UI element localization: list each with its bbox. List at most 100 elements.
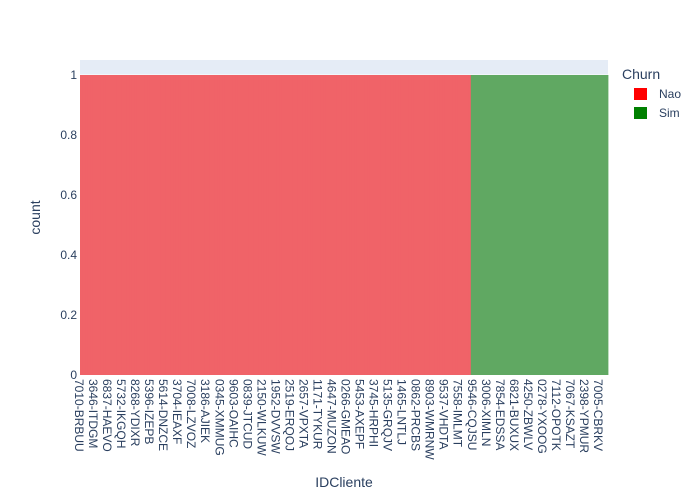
bar-sim — [553, 75, 557, 375]
bar-nao — [82, 75, 86, 375]
bar-nao — [364, 75, 368, 375]
bar-nao — [336, 75, 340, 375]
bar-nao — [250, 75, 254, 375]
x-tick-label: 0266-GMEAO — [339, 379, 353, 454]
bar-nao — [170, 75, 174, 375]
y-tick-label: 0.2 — [60, 308, 77, 322]
bar-nao — [256, 75, 259, 375]
bar-sim — [509, 75, 513, 375]
bar-nao — [157, 75, 161, 375]
bar-sim — [595, 75, 599, 375]
y-axis-title: count — [27, 200, 43, 234]
bar-nao — [124, 75, 127, 375]
bar-nao — [468, 75, 472, 375]
bar-nao — [382, 75, 386, 375]
bar-sim — [556, 75, 560, 375]
x-tick-label: 1952-DVVSW — [268, 379, 282, 454]
x-tick-label: 5453-AXEPF — [353, 379, 367, 449]
bar-sim — [605, 75, 609, 375]
bar-nao — [312, 75, 316, 375]
legend: Churn Nao Sim — [622, 66, 681, 120]
bar-nao — [235, 75, 239, 375]
y-tick-label: 0.6 — [60, 188, 77, 202]
bar-nao — [331, 75, 335, 375]
bar-nao — [162, 75, 166, 375]
bar-nao — [338, 75, 342, 375]
bar-nao — [328, 75, 332, 375]
bar-sim — [564, 75, 567, 375]
bar-sim — [566, 75, 570, 375]
bar-nao — [279, 75, 283, 375]
bar-sim — [488, 75, 492, 375]
bar-nao — [180, 75, 184, 375]
bar-sim — [576, 75, 580, 375]
bar-nao — [100, 75, 104, 375]
bar-nao — [439, 75, 443, 375]
bar-nao — [465, 75, 469, 375]
bar-nao — [315, 75, 319, 375]
bar-nao — [80, 75, 83, 375]
bar-nao — [206, 75, 210, 375]
bar-sim — [574, 75, 578, 375]
bar-nao — [113, 75, 117, 375]
bar-nao — [263, 75, 267, 375]
bar-nao — [126, 75, 130, 375]
bar-nao — [398, 75, 402, 375]
bar-nao — [388, 75, 391, 375]
bar-sim — [600, 75, 604, 375]
bar-nao — [116, 75, 120, 375]
bar-sim — [551, 75, 555, 375]
bar-sim — [504, 75, 508, 375]
bar-nao — [457, 75, 461, 375]
bar-nao — [121, 75, 125, 375]
bar-nao — [271, 75, 275, 375]
bar-nao — [310, 75, 314, 375]
bar-nao — [380, 75, 384, 375]
x-tick-label: 5396-IZEPB — [142, 379, 156, 444]
x-tick-label: 0839-JTCUD — [240, 379, 254, 449]
bar-sim — [483, 75, 487, 375]
bar-nao — [432, 75, 435, 375]
bar-nao — [447, 75, 451, 375]
bar-nao — [426, 75, 430, 375]
bar-nao — [346, 75, 350, 375]
bar-nao — [344, 75, 347, 375]
y-tick-label: 1 — [70, 68, 77, 82]
bar-nao — [403, 75, 407, 375]
bar-nao — [108, 75, 112, 375]
bar-nao — [217, 75, 221, 375]
bar-nao — [416, 75, 420, 375]
bar-nao — [85, 75, 89, 375]
bar-sim — [481, 75, 485, 375]
legend-swatch-nao — [634, 88, 647, 100]
bar-nao — [258, 75, 262, 375]
bar-nao — [232, 75, 236, 375]
x-axis-ticks: 7010-BRBUU 3646-ITDGM 6837-HAEVO 5732-IKGQH… — [72, 379, 605, 460]
bar-sim — [476, 75, 479, 375]
bar-sim — [486, 75, 490, 375]
bar-nao — [90, 75, 94, 375]
bar-nao — [460, 75, 464, 375]
x-tick-label: 5135-GRQJV — [381, 379, 395, 451]
y-tick-label: 0 — [70, 368, 77, 382]
x-tick-label: 4250-ZBWLV — [521, 379, 535, 450]
bar-nao — [178, 75, 182, 375]
x-tick-label: 3186-AJIEK — [198, 379, 212, 443]
bar-nao — [193, 75, 197, 375]
bar-sim — [569, 75, 573, 375]
bar-nao — [253, 75, 257, 375]
bar-nao — [196, 75, 200, 375]
bar-sim — [584, 75, 588, 375]
bar-nao — [199, 75, 203, 375]
bar-nao — [95, 75, 99, 375]
x-tick-label: 7067-KSAZT — [563, 379, 577, 449]
bar-nao — [136, 75, 140, 375]
bar-nao — [393, 75, 397, 375]
bar-nao — [302, 75, 306, 375]
x-tick-label: 9546-CQJSU — [465, 379, 479, 450]
bar-nao — [219, 75, 223, 375]
bar-nao — [372, 75, 376, 375]
bar-nao — [237, 75, 241, 375]
bar-nao — [248, 75, 252, 375]
